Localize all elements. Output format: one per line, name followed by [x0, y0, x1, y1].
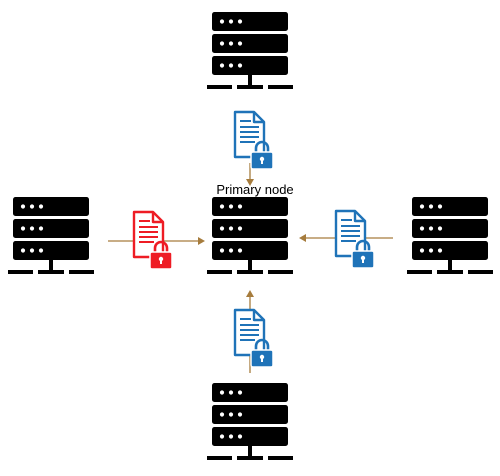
server-center	[207, 197, 293, 274]
server-top	[207, 12, 293, 89]
locked-document-icon-right	[334, 209, 376, 270]
primary-node-label: Primary node	[216, 182, 293, 197]
locked-document-icon-bottom	[233, 308, 275, 369]
arrow-top	[246, 163, 254, 186]
locked-document-icon-top	[233, 110, 275, 171]
server-left	[8, 197, 94, 274]
server-right	[407, 197, 493, 274]
server-bottom	[207, 383, 293, 460]
